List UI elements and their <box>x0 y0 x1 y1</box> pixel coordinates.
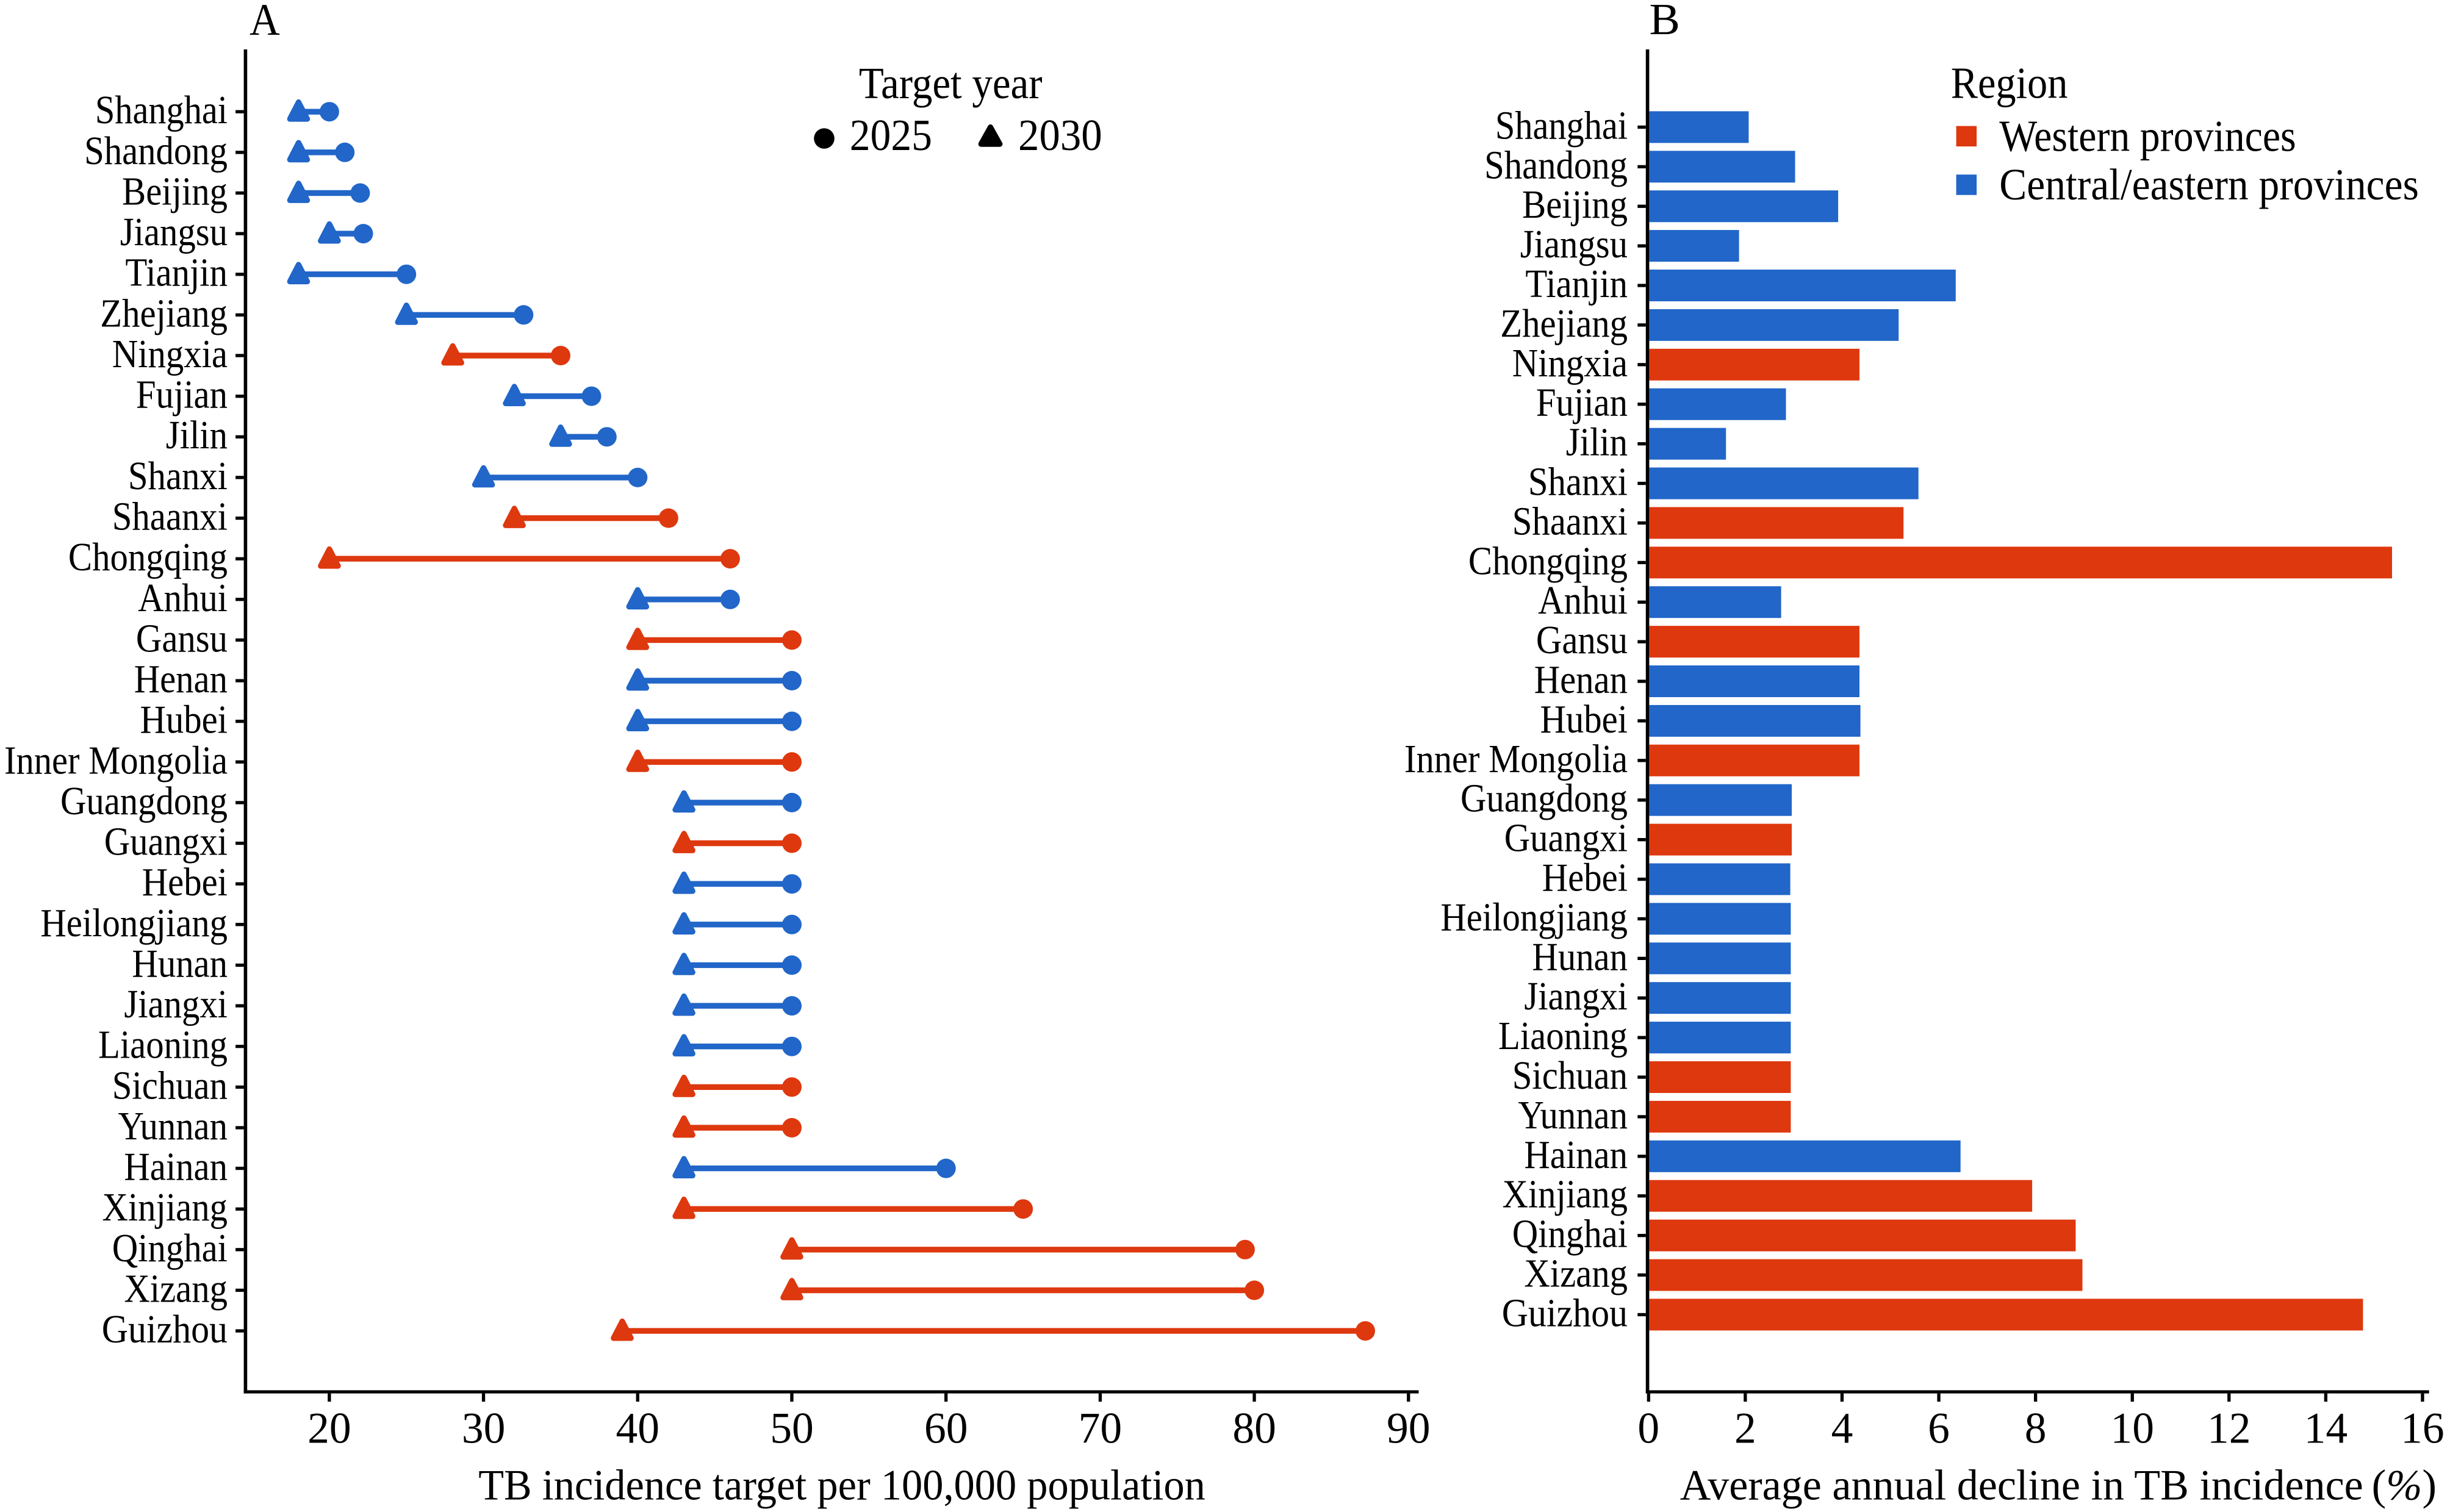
svg-text:Average annual decline in TB i: Average annual decline in TB incidence <box>1680 1461 2363 1510</box>
svg-text:Central/eastern provinces: Central/eastern provinces <box>1999 160 2419 210</box>
svg-text:Shanghai: Shanghai <box>1495 103 1628 148</box>
svg-text:Henan: Henan <box>1534 657 1628 702</box>
svg-text:6: 6 <box>1928 1405 1950 1453</box>
svg-text:Tianjin: Tianjin <box>125 250 228 295</box>
svg-text:Henan: Henan <box>134 656 228 701</box>
svg-text:Hunan: Hunan <box>132 941 228 986</box>
svg-text:Xinjiang: Xinjiang <box>102 1184 228 1230</box>
svg-text:12: 12 <box>2207 1405 2251 1453</box>
svg-text:Zhejiang: Zhejiang <box>1500 301 1628 346</box>
svg-text:Beijing: Beijing <box>122 168 228 213</box>
svg-text:4: 4 <box>1831 1405 1853 1453</box>
svg-text:Xinjiang: Xinjiang <box>1502 1172 1628 1217</box>
svg-text:Target year: Target year <box>859 59 1043 108</box>
svg-text:Xizang: Xizang <box>124 1266 228 1311</box>
svg-text:Beijing: Beijing <box>1522 182 1628 227</box>
svg-text:(%): (%) <box>2372 1461 2437 1509</box>
svg-text:B: B <box>1650 0 1680 45</box>
svg-text:TB incidence target per 100,00: TB incidence target per 100,000 populati… <box>478 1461 1205 1509</box>
svg-text:Guangdong: Guangdong <box>60 778 228 823</box>
svg-text:Fujian: Fujian <box>136 371 228 417</box>
svg-text:Sichuan: Sichuan <box>112 1062 228 1108</box>
svg-text:Gansu: Gansu <box>1536 617 1628 662</box>
svg-text:Guangdong: Guangdong <box>1460 776 1628 821</box>
svg-text:Heilongjiang: Heilongjiang <box>40 900 228 945</box>
svg-text:70: 70 <box>1079 1405 1123 1453</box>
svg-text:14: 14 <box>2304 1405 2348 1453</box>
svg-text:Jiangxi: Jiangxi <box>1524 973 1628 1019</box>
svg-text:Liaoning: Liaoning <box>1498 1013 1628 1058</box>
svg-text:Guizhou: Guizhou <box>102 1306 228 1351</box>
svg-text:Guangxi: Guangxi <box>104 819 228 864</box>
svg-text:Jiangsu: Jiangsu <box>1520 221 1628 267</box>
svg-text:Tianjin: Tianjin <box>1525 261 1628 306</box>
svg-text:Jiangxi: Jiangxi <box>124 981 228 1027</box>
svg-text:Chongqing: Chongqing <box>1468 538 1628 583</box>
svg-text:Yunnan: Yunnan <box>1518 1092 1628 1138</box>
svg-text:Liaoning: Liaoning <box>98 1022 228 1067</box>
svg-text:Qinghai: Qinghai <box>112 1225 228 1270</box>
svg-text:Hubei: Hubei <box>140 697 228 742</box>
svg-text:Jilin: Jilin <box>166 412 228 457</box>
svg-text:Ningxia: Ningxia <box>112 331 228 376</box>
svg-text:40: 40 <box>616 1405 660 1453</box>
svg-text:Hainan: Hainan <box>124 1144 228 1189</box>
svg-text:Anhui: Anhui <box>138 575 228 620</box>
svg-text:Inner Mongolia: Inner Mongolia <box>4 738 228 783</box>
svg-text:Heilongjiang: Heilongjiang <box>1440 894 1628 939</box>
svg-text:Jiangsu: Jiangsu <box>120 209 228 254</box>
svg-text:80: 80 <box>1232 1405 1276 1453</box>
svg-text:Shaanxi: Shaanxi <box>1512 498 1628 543</box>
svg-text:30: 30 <box>462 1405 506 1453</box>
svg-text:2: 2 <box>1734 1405 1756 1453</box>
svg-text:Guizhou: Guizhou <box>1502 1291 1628 1335</box>
svg-text:20: 20 <box>307 1405 351 1453</box>
svg-text:0: 0 <box>1637 1405 1659 1453</box>
svg-text:Chongqing: Chongqing <box>68 534 228 579</box>
svg-text:50: 50 <box>770 1405 814 1453</box>
svg-text:Gansu: Gansu <box>136 615 228 661</box>
svg-text:Fujian: Fujian <box>1536 380 1628 425</box>
svg-text:8: 8 <box>2025 1405 2047 1453</box>
svg-text:Shanghai: Shanghai <box>95 88 228 132</box>
svg-text:Western provinces: Western provinces <box>1999 112 2296 161</box>
svg-text:Inner Mongolia: Inner Mongolia <box>1404 737 1628 781</box>
svg-text:90: 90 <box>1387 1405 1431 1453</box>
svg-text:Region: Region <box>1951 59 2068 109</box>
svg-text:Shaanxi: Shaanxi <box>112 493 228 539</box>
svg-text:Hubei: Hubei <box>1540 697 1628 742</box>
svg-text:Hebei: Hebei <box>142 859 228 905</box>
svg-text:Anhui: Anhui <box>1538 578 1628 623</box>
svg-text:2025: 2025 <box>850 111 932 160</box>
svg-text:Guangxi: Guangxi <box>1504 815 1628 860</box>
svg-text:60: 60 <box>924 1405 968 1453</box>
svg-text:Shanxi: Shanxi <box>128 453 228 498</box>
svg-text:Sichuan: Sichuan <box>1512 1053 1628 1098</box>
svg-text:Hunan: Hunan <box>1532 934 1628 979</box>
svg-text:A: A <box>250 0 280 45</box>
svg-text:Shanxi: Shanxi <box>1528 459 1628 504</box>
svg-text:Yunnan: Yunnan <box>118 1103 228 1148</box>
svg-text:Shandong: Shandong <box>1484 142 1628 187</box>
svg-text:Xizang: Xizang <box>1524 1250 1628 1295</box>
svg-text:Hebei: Hebei <box>1542 855 1628 900</box>
svg-text:Hainan: Hainan <box>1524 1132 1628 1177</box>
svg-text:Ningxia: Ningxia <box>1512 340 1628 385</box>
svg-text:2030: 2030 <box>1018 111 1102 160</box>
svg-text:16: 16 <box>2401 1405 2445 1453</box>
svg-text:Zhejiang: Zhejiang <box>100 290 228 335</box>
svg-text:Jilin: Jilin <box>1566 419 1628 464</box>
svg-text:Shandong: Shandong <box>84 128 228 173</box>
svg-text:10: 10 <box>2110 1405 2154 1453</box>
svg-text:Qinghai: Qinghai <box>1512 1211 1628 1256</box>
